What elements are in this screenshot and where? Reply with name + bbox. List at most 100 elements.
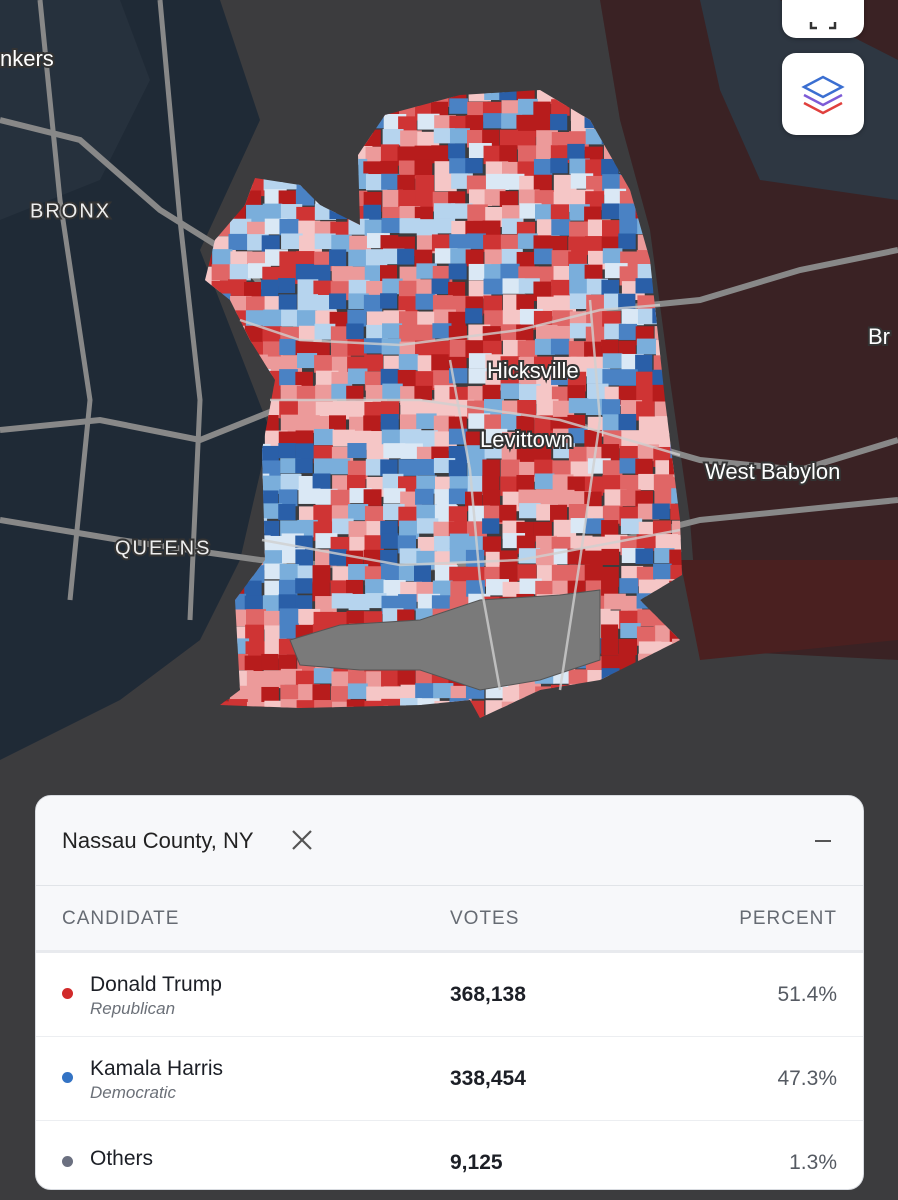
precinct (618, 385, 637, 405)
precinct (601, 444, 620, 461)
precinct (484, 264, 505, 281)
precinct (601, 279, 620, 297)
precinct (448, 488, 468, 505)
road (261, 528, 681, 567)
precinct (601, 638, 619, 656)
precinct (485, 428, 508, 445)
precinct (619, 218, 639, 235)
precinct (211, 264, 232, 281)
precinct (347, 309, 367, 327)
precinct (415, 488, 434, 505)
precinct (245, 624, 264, 642)
precinct (534, 430, 554, 449)
precinct (602, 369, 622, 386)
precinct (483, 399, 504, 416)
precinct (619, 266, 640, 286)
bronx-area (0, 0, 150, 220)
party-dot (62, 988, 73, 999)
precinct (281, 233, 303, 250)
precinct (533, 101, 551, 122)
minimize-button[interactable] (815, 840, 831, 842)
precinct (550, 158, 568, 174)
precinct (636, 385, 656, 403)
precinct (637, 609, 658, 627)
precinct (499, 504, 517, 523)
precinct (263, 550, 284, 568)
precinct (482, 536, 501, 556)
precinct (569, 221, 590, 241)
map-label: Hicksville (487, 358, 579, 383)
precinct (433, 203, 456, 219)
map[interactable]: nkers BRONX QUEENS Hicksville Levittown … (0, 0, 898, 790)
precinct (482, 518, 500, 534)
layers-button[interactable] (782, 53, 864, 135)
precinct (449, 339, 470, 358)
precinct (585, 518, 605, 534)
precinct (518, 489, 540, 507)
precinct (346, 579, 364, 598)
precinct (484, 249, 506, 267)
precinct (602, 460, 623, 479)
panel-title: Nassau County, NY (62, 828, 254, 853)
precinct (502, 173, 525, 190)
precinct (585, 326, 606, 347)
precinct (465, 158, 483, 174)
precinct (279, 489, 298, 507)
precinct (295, 549, 314, 567)
precinct (363, 204, 382, 222)
precinct (533, 158, 553, 176)
precinct (517, 130, 536, 150)
precinct (398, 160, 419, 179)
precinct (568, 504, 589, 521)
close-button[interactable] (290, 828, 314, 852)
precinct (363, 338, 383, 354)
precinct (314, 355, 335, 373)
precinct (297, 353, 318, 369)
precinct (278, 190, 297, 209)
precinct (297, 519, 318, 538)
precinct (381, 173, 400, 190)
candidate-party: Democratic (90, 1083, 176, 1102)
precinct (601, 548, 620, 566)
precinct (601, 203, 620, 220)
precinct (262, 203, 283, 220)
precinct (382, 129, 404, 146)
precinct (382, 383, 403, 400)
precinct (567, 143, 585, 161)
precinct (313, 458, 334, 474)
precinct (278, 294, 297, 312)
precinct (568, 341, 589, 360)
precinct (602, 475, 622, 493)
precinct (448, 263, 467, 280)
precinct (298, 415, 320, 433)
precinct (381, 564, 400, 581)
precinct (348, 279, 370, 298)
candidate-row: Donald Trump Republican 368,138 51.4% (36, 953, 863, 1037)
road (239, 303, 661, 347)
votes: 338,454 (450, 1067, 526, 1090)
precinct (519, 384, 541, 401)
precinct (466, 175, 487, 194)
precinct (381, 338, 402, 355)
precinct (669, 549, 682, 567)
precinct (602, 174, 621, 191)
precinct (380, 533, 399, 549)
candidate-party: Republican (90, 999, 176, 1018)
precinct (635, 548, 654, 564)
precinct (330, 458, 351, 475)
precinct (383, 443, 406, 459)
precinct (516, 474, 535, 493)
precinct (653, 563, 672, 580)
precinct (568, 263, 589, 280)
precinct (670, 503, 682, 520)
candidate-name: Donald Trump (90, 973, 222, 996)
precinct (450, 248, 471, 264)
precinct (280, 355, 303, 373)
column-label: PERCENT (739, 908, 837, 929)
precinct (348, 249, 369, 267)
precinct (568, 236, 588, 256)
precinct (432, 323, 452, 339)
fullscreen-button[interactable] (782, 0, 864, 38)
precinct (261, 520, 280, 540)
precinct (620, 623, 641, 639)
